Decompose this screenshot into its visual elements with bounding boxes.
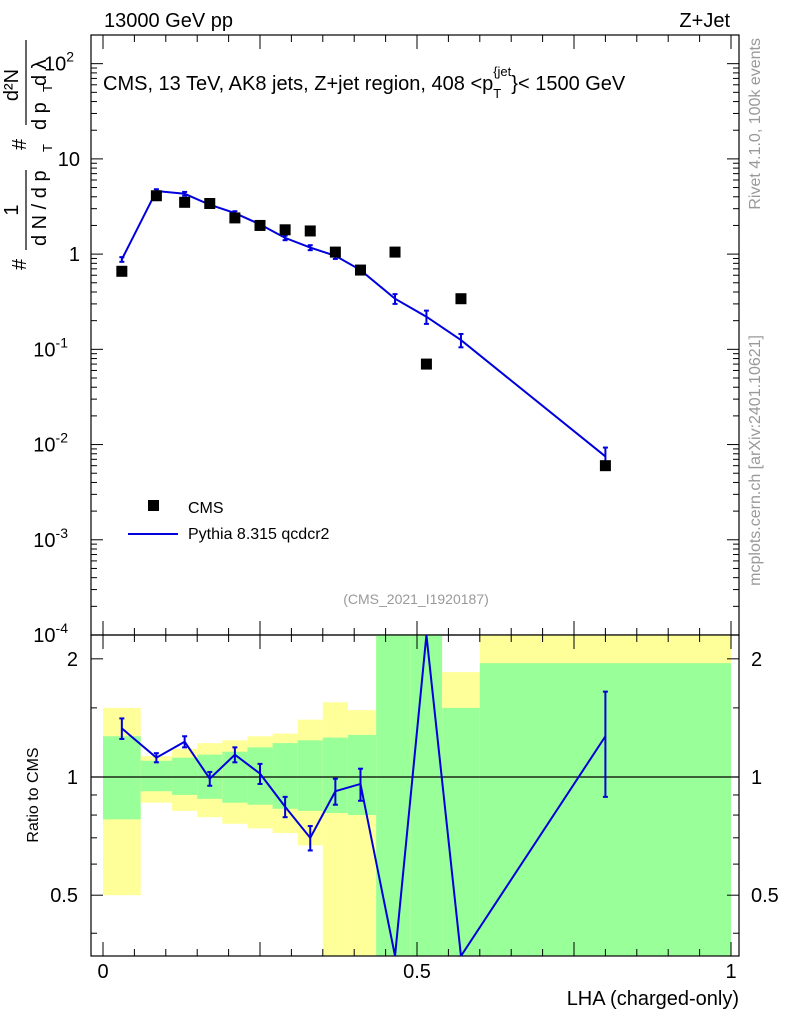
ratio-inner-band <box>140 760 173 792</box>
cms-data-point <box>420 358 432 370</box>
cms-data-point <box>179 196 191 208</box>
main-panel: 10-4 10-3 10-2 10-1 1 10 102 CMS, 13 TeV, AK8 … <box>1 34 740 647</box>
ylabel-num2: d²N <box>1 69 23 101</box>
ratio-inner-band <box>297 740 323 811</box>
main-frame <box>90 34 740 636</box>
ratio-y-tick-label-left: 0.5 <box>50 885 78 907</box>
cms-data-point <box>599 460 611 472</box>
legend: CMS Pythia 8.315 qcdcr2 <box>128 500 330 543</box>
legend-pythia-label: Pythia 8.315 qcdcr2 <box>188 526 330 543</box>
x-tick-label: 0.5 <box>403 961 431 983</box>
title-mid: } <box>511 73 518 95</box>
ratio-inner-band <box>347 734 377 816</box>
header-right: Z+Jet <box>679 10 730 32</box>
ratio-y-tick-label-right: 2 <box>751 649 762 671</box>
main-y-tick-label: 10 <box>58 149 80 171</box>
ratio-y-tick-label-right: 1 <box>751 767 762 789</box>
ratio-inner-band <box>172 757 198 795</box>
cms-data-point <box>229 212 241 224</box>
ratio-y-ticks: 0.5 0.5 1 1 2 2 <box>50 649 779 934</box>
cms-data-point <box>254 219 266 231</box>
rivet-label: Rivet 4.1.0, 100k events <box>747 38 764 210</box>
ylabel-subT1: T <box>40 144 55 152</box>
ylabel-den2: d p <box>29 102 51 130</box>
x-tick-labels: 0 0.5 1 <box>97 961 736 983</box>
main-x-ticks <box>102 35 732 635</box>
main-y-ticks: 10-4 10-3 10-2 10-1 1 10 102 <box>33 34 739 647</box>
cms-data-point <box>279 224 291 236</box>
mcplots-label: mcplots.cern.ch [arXiv:2401.10621] <box>747 335 764 586</box>
title-pre: CMS, 13 TeV, AK8 jets, Z+jet region, 408… <box>103 73 493 95</box>
ylabel-subT2: T <box>40 84 55 92</box>
ratio-panel: 0.5 0.5 1 1 2 2 Ratio to CMS <box>25 634 779 957</box>
legend-cms-marker <box>148 500 159 511</box>
x-tick-label: 1 <box>725 961 736 983</box>
ratio-inner-band <box>103 736 141 820</box>
ratio-inner-band <box>410 635 443 956</box>
main-series <box>116 188 611 472</box>
ratio-frame <box>90 634 740 957</box>
title-sup: {jet <box>493 64 511 79</box>
main-y-tick-label: 10-1 <box>33 334 68 361</box>
main-y-tick-label: 102 <box>44 49 74 76</box>
ratio-bands <box>103 635 731 956</box>
ratio-series <box>91 635 739 956</box>
ratio-x-ticks <box>102 635 732 956</box>
title-sub: T <box>493 86 501 101</box>
ylabel-den2-tail: d λ <box>29 59 51 86</box>
cms-data-point <box>304 225 316 237</box>
legend-cms-label: CMS <box>188 500 224 517</box>
ylabel-hash2: # <box>9 138 31 150</box>
main-y-tick-label: 10-4 <box>33 620 68 647</box>
ratio-y-tick-label-right: 0.5 <box>751 885 779 907</box>
ylabel-hash1: # <box>9 258 31 270</box>
ylabel-den1: d N / d p <box>29 170 51 246</box>
x-tick-label: 0 <box>97 961 108 983</box>
main-y-tick-label: 10-3 <box>33 525 68 552</box>
chart-title: CMS, 13 TeV, AK8 jets, Z+jet region, 408… <box>103 64 626 101</box>
ylabel-num1: 1 <box>1 204 23 215</box>
title-post: < 1500 GeV <box>518 73 626 95</box>
ratio-pythia-line <box>121 635 607 956</box>
pythia-line <box>120 189 607 458</box>
cms-data-point <box>204 198 216 210</box>
ratio-y-tick-label-left: 1 <box>67 767 78 789</box>
analysis-id: (CMS_2021_I1920187) <box>343 591 489 607</box>
header-left: 13000 GeV pp <box>104 10 233 32</box>
cms-data-point <box>354 264 366 276</box>
ratio-y-label: Ratio to CMS <box>25 747 42 842</box>
main-y-tick-label: 1 <box>69 244 80 266</box>
ratio-inner-band <box>376 635 411 956</box>
ratio-y-tick-label-left: 2 <box>67 649 78 671</box>
cms-data-point <box>389 246 401 258</box>
cms-data-point <box>329 246 341 258</box>
cms-data-point <box>116 265 128 277</box>
cms-data-point <box>150 190 162 202</box>
cms-data-point <box>455 293 467 305</box>
main-y-label: # 1 d N / d p T # d²N d p T d λ <box>1 40 55 270</box>
x-axis-label: LHA (charged-only) <box>567 988 739 1010</box>
main-y-tick-label: 10-2 <box>33 430 68 457</box>
